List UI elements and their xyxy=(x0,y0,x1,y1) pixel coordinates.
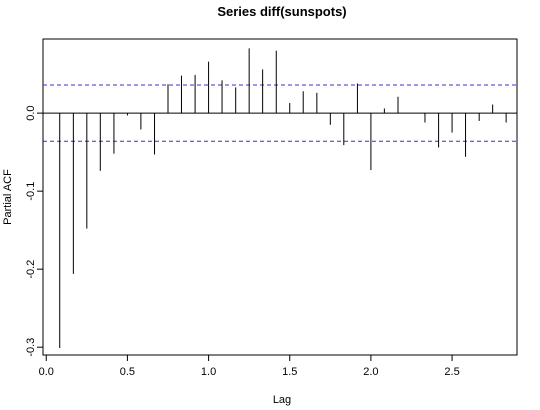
x-tick-label: 0.5 xyxy=(120,366,135,378)
y-axis-label: Partial ACF xyxy=(2,169,14,225)
x-tick-label: 1.5 xyxy=(282,366,297,378)
x-tick-label: 2.5 xyxy=(444,366,459,378)
chart-title: Series diff(sunspots) xyxy=(217,4,346,19)
y-tick-label: 0.0 xyxy=(25,105,37,120)
x-axis-label: Lag xyxy=(273,394,291,406)
y-tick-label: -0.1 xyxy=(25,182,37,201)
x-tick-label: 0.0 xyxy=(39,366,54,378)
x-tick-label: 1.0 xyxy=(201,366,216,378)
y-tick-label: -0.2 xyxy=(25,260,37,279)
plot-box xyxy=(42,38,518,356)
x-tick-label: 2.0 xyxy=(363,366,378,378)
y-tick-label: -0.3 xyxy=(25,338,37,357)
